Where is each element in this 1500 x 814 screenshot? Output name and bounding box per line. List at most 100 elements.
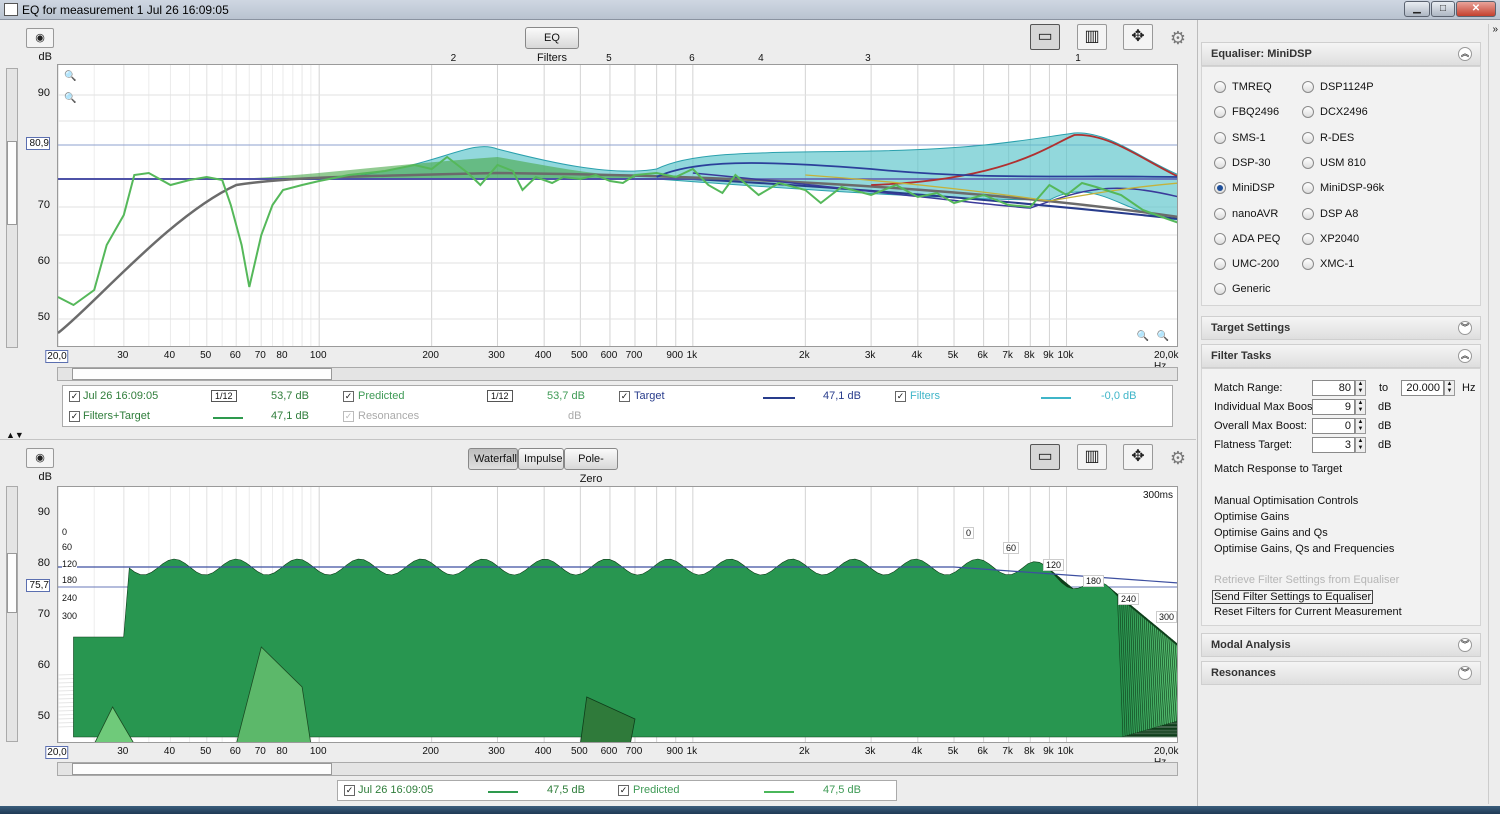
radio-button-icon[interactable] — [1302, 156, 1314, 169]
zoom-out-icon[interactable]: 🔍 — [64, 93, 77, 104]
chevron-up-icon[interactable]: ︽ — [1458, 349, 1472, 363]
legend-checkbox[interactable]: ✓ — [344, 785, 355, 796]
gear-icon[interactable]: ⚙ — [1169, 448, 1187, 468]
filter-marker[interactable]: 5 — [606, 53, 612, 64]
equaliser-option[interactable]: XMC-1 — [1302, 258, 1354, 272]
filter-marker[interactable]: 6 — [689, 53, 695, 64]
spinner-icon[interactable]: ▲ ▼ — [1355, 380, 1366, 396]
equaliser-option[interactable]: TMREQ — [1214, 81, 1272, 95]
equaliser-option[interactable]: USM 810 — [1302, 156, 1366, 171]
legend-checkbox[interactable]: ✓ — [343, 391, 354, 402]
single-graph-icon[interactable]: ▭ — [1030, 24, 1060, 50]
split-graph-icon[interactable]: ▥ — [1077, 444, 1107, 470]
radio-button-icon[interactable] — [1214, 232, 1226, 245]
minimize-button[interactable]: ▁ — [1404, 1, 1430, 17]
equaliser-option[interactable]: R-DES — [1302, 131, 1354, 146]
equaliser-option[interactable]: SMS-1 — [1214, 131, 1266, 146]
legend-checkbox[interactable]: ✓ — [619, 391, 630, 402]
spinner-icon[interactable]: ▲ ▼ — [1355, 437, 1366, 453]
legend-checkbox[interactable]: ✓ — [343, 411, 354, 422]
tab-pole-zero[interactable]: Pole-Zero — [564, 448, 618, 485]
fit-axes-icon[interactable]: ✥ — [1123, 24, 1153, 50]
split-handle-icon[interactable]: ▲▼ — [6, 430, 24, 440]
radio-button-icon[interactable] — [1302, 258, 1314, 271]
equaliser-header[interactable]: Equaliser: MiniDSP ︽ — [1201, 42, 1481, 66]
reset-filters-button[interactable]: Reset Filters for Current Measurement — [1214, 606, 1402, 618]
equaliser-option[interactable]: FBQ2496 — [1214, 106, 1279, 120]
filter-marker[interactable]: 4 — [758, 53, 764, 64]
side-scrollbar[interactable] — [1488, 24, 1498, 804]
camera-icon[interactable]: ◉ — [26, 448, 54, 468]
optimise-gains-qs-button[interactable]: Optimise Gains and Qs — [1214, 527, 1328, 539]
tab-waterfall[interactable]: Waterfall — [468, 448, 518, 470]
frequency-response-plot[interactable]: 🔍 🔍 🔍 🔍 — [57, 64, 1178, 347]
zoom-in-icon[interactable]: 🔍 — [64, 71, 77, 82]
bottom-horizontal-scrollbar[interactable] — [57, 762, 1178, 776]
radio-button-icon[interactable] — [1214, 283, 1226, 296]
radio-button-icon[interactable] — [1214, 207, 1226, 220]
eq-filters-button[interactable]: EQ Filters — [525, 27, 579, 64]
radio-button-icon[interactable] — [1214, 182, 1226, 195]
radio-button-icon[interactable] — [1302, 81, 1314, 93]
radio-button-icon[interactable] — [1214, 81, 1226, 93]
filter-tasks-header[interactable]: Filter Tasks ︽ — [1201, 344, 1481, 368]
legend-checkbox[interactable]: ✓ — [69, 391, 80, 402]
optimise-all-button[interactable]: Optimise Gains, Qs and Frequencies — [1214, 543, 1395, 555]
equaliser-option[interactable]: XP2040 — [1302, 232, 1359, 247]
maximize-button[interactable]: □ — [1431, 1, 1455, 17]
equaliser-option[interactable]: DCX2496 — [1302, 106, 1368, 120]
radio-button-icon[interactable] — [1302, 232, 1314, 245]
close-button[interactable]: ✕ — [1456, 1, 1496, 17]
match-response-button[interactable]: Match Response to Target — [1214, 463, 1343, 475]
optimise-gains-button[interactable]: Optimise Gains — [1214, 511, 1290, 523]
radio-button-icon[interactable] — [1214, 131, 1226, 144]
radio-button-icon[interactable] — [1302, 182, 1314, 195]
smoothing-badge[interactable]: 1/12 — [211, 390, 237, 402]
chevron-down-icon[interactable]: ︾ — [1458, 666, 1472, 680]
equaliser-option[interactable]: Generic — [1214, 283, 1271, 297]
modal-analysis-header[interactable]: Modal Analysis ︾ — [1201, 633, 1481, 657]
spinner-icon[interactable]: ▲ ▼ — [1355, 418, 1366, 434]
legend-checkbox[interactable]: ✓ — [618, 785, 629, 796]
radio-button-icon[interactable] — [1302, 207, 1314, 220]
radio-button-icon[interactable] — [1214, 258, 1226, 271]
collapse-panel-icon[interactable]: » — [1492, 24, 1498, 35]
tab-impulse[interactable]: Impulse — [518, 448, 564, 470]
radio-button-icon[interactable] — [1302, 131, 1314, 144]
chevron-down-icon[interactable]: ︾ — [1458, 321, 1472, 335]
resonances-header[interactable]: Resonances ︾ — [1201, 661, 1481, 685]
fit-axes-icon[interactable]: ✥ — [1123, 444, 1153, 470]
single-graph-icon[interactable]: ▭ — [1030, 444, 1060, 470]
filter-marker[interactable]: 1 — [1075, 53, 1081, 64]
top-horizontal-scrollbar[interactable] — [57, 367, 1178, 381]
zoom-x-out-icon[interactable]: 🔍 — [1156, 331, 1169, 342]
radio-button-icon[interactable] — [1214, 156, 1226, 169]
match-range-to-input[interactable]: 20.000 ▲ ▼ — [1401, 380, 1455, 396]
waterfall-plot[interactable]: 300ms 0 60 120 180 240 300 0 60 120 180 240 300 — [57, 486, 1178, 743]
bottom-vertical-scrollbar[interactable] — [6, 486, 18, 742]
chevron-down-icon[interactable]: ︾ — [1458, 638, 1472, 652]
match-range-from-input[interactable]: 80 ▲ ▼ — [1312, 380, 1366, 396]
chevron-up-icon[interactable]: ︽ — [1458, 47, 1472, 61]
overall-max-boost-input[interactable]: 0 ▲ ▼ — [1312, 418, 1366, 434]
radio-button-icon[interactable] — [1214, 106, 1226, 119]
equaliser-option[interactable]: DSP-30 — [1214, 156, 1271, 171]
flatness-input[interactable]: 3 ▲ ▼ — [1312, 437, 1366, 453]
equaliser-option[interactable]: ADA PEQ — [1214, 232, 1280, 247]
zoom-x-in-icon[interactable]: 🔍 — [1136, 331, 1149, 342]
equaliser-option[interactable]: DSP A8 — [1302, 207, 1358, 222]
smoothing-badge[interactable]: 1/12 — [487, 390, 513, 402]
spinner-icon[interactable]: ▲ ▼ — [1444, 380, 1455, 396]
equaliser-option[interactable]: MiniDSP — [1214, 182, 1275, 196]
camera-icon[interactable]: ◉ — [26, 28, 54, 48]
target-settings-header[interactable]: Target Settings ︾ — [1201, 316, 1481, 340]
equaliser-option[interactable]: MiniDSP-96k — [1302, 182, 1384, 196]
send-filters-button[interactable]: Send Filter Settings to Equaliser — [1212, 590, 1374, 604]
filter-marker[interactable]: 3 — [865, 53, 871, 64]
legend-checkbox[interactable]: ✓ — [69, 411, 80, 422]
radio-button-icon[interactable] — [1302, 106, 1314, 119]
filter-marker[interactable]: 2 — [450, 53, 457, 64]
equaliser-option[interactable]: nanoAVR — [1214, 207, 1278, 222]
gear-icon[interactable]: ⚙ — [1169, 28, 1187, 48]
ind-max-boost-input[interactable]: 9 ▲ ▼ — [1312, 399, 1366, 415]
